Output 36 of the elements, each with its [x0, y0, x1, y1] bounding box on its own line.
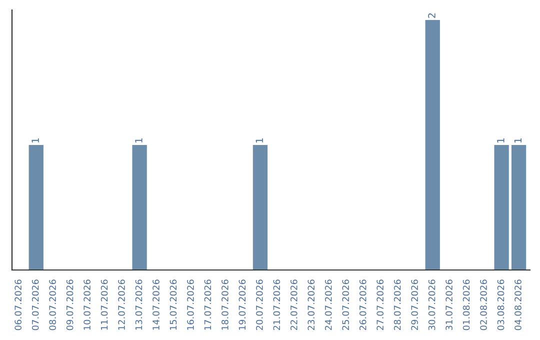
x-tick-label: 25.07.2026: [342, 280, 350, 330]
x-tick-label: 30.07.2026: [428, 280, 436, 330]
x-tick-label: 08.07.2026: [49, 280, 56, 330]
x-tick-label: 03.08.2026: [497, 280, 504, 330]
data-label: 1: [514, 138, 522, 143]
data-label: 1: [256, 138, 263, 143]
x-tick-label: 28.07.2026: [394, 280, 401, 330]
x-tick-label: 01.08.2026: [462, 280, 470, 330]
x-tick-label: 24.07.2026: [324, 280, 332, 330]
data-label: 2: [428, 13, 436, 18]
x-tick-label: 21.07.2026: [273, 280, 280, 330]
x-tick-label: 23.07.2026: [308, 280, 315, 330]
x-tick-label: 26.07.2026: [359, 280, 366, 330]
x-tick-label: 29.07.2026: [411, 280, 418, 330]
x-tick-label: 10.07.2026: [84, 280, 90, 330]
x-tick-label: 02.08.2026: [480, 280, 487, 330]
x-tick-label: 27.07.2026: [376, 280, 384, 330]
x-tick-label: 07.07.2026: [32, 280, 39, 330]
x-tick-label: 15.07.2026: [170, 280, 177, 330]
x-tick-label: 31.07.2026: [446, 280, 452, 330]
x-tick-label: 13.07.2026: [135, 280, 142, 330]
x-tick-label: 17.07.2026: [204, 280, 212, 330]
data-label: 1: [497, 138, 504, 143]
x-tick-label: 14.07.2026: [152, 280, 160, 330]
x-tick-label: 06.07.2026: [14, 280, 22, 330]
data-label: 1: [135, 138, 142, 143]
x-tick-label: 09.07.2026: [66, 280, 74, 330]
x-tick-label: 16.07.2026: [187, 280, 194, 330]
x-tick-label: 22.07.2026: [290, 280, 298, 330]
data-label: 1: [32, 138, 39, 143]
x-tick-label: 11.07.2026: [100, 280, 108, 330]
x-tick-label: 12.07.2026: [118, 280, 125, 330]
x-tick-label: 04.08.2026: [514, 280, 522, 330]
x-tick-label: 20.07.2026: [256, 280, 263, 330]
x-tick-label: 18.07.2026: [222, 280, 228, 330]
x-tick-label: 19.07.2026: [238, 280, 246, 330]
